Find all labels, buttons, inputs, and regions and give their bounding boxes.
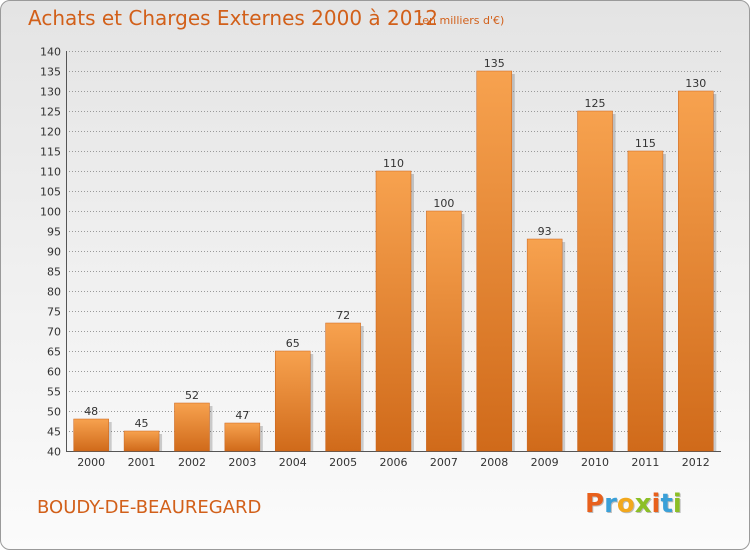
bar-2010 (577, 110, 613, 452)
x-tick-label: 2009 (531, 456, 559, 469)
y-tick-label: 140 (40, 46, 61, 59)
logo-letter: t (660, 489, 673, 519)
data-label: 47 (235, 409, 249, 422)
logo-letter: r (604, 489, 617, 519)
data-label: 115 (635, 137, 656, 150)
x-tick-label: 2006 (380, 456, 408, 469)
y-tick-label: 60 (47, 366, 61, 379)
x-tick-label: 2008 (480, 456, 508, 469)
y-axis-ticks: 40 45 50 55 60 65 70 75 80 85 90 95 100 105 110 115 120 1… (40, 46, 61, 459)
bar-2009 (526, 238, 563, 452)
chart-subtitle: (en milliers d'€) (418, 14, 505, 27)
y-tick-label: 115 (40, 146, 61, 159)
bar-2007 (426, 210, 462, 452)
y-tick-label: 130 (40, 86, 61, 99)
bar-2006 (375, 170, 412, 452)
data-labels: 48 45 52 47 65 72 110 100 135 93 125 115 130 (84, 57, 706, 430)
x-tick-label: 2012 (682, 456, 710, 469)
y-tick-label: 40 (47, 446, 61, 459)
bar-2002 (174, 402, 210, 452)
x-tick-label: 2003 (228, 456, 256, 469)
x-tick-label: 2000 (77, 456, 105, 469)
town-name: BOUDY-DE-BEAUREGARD (37, 497, 262, 518)
y-tick-label: 110 (40, 166, 61, 179)
bar-2001 (123, 430, 160, 452)
y-tick-label: 90 (47, 246, 61, 259)
y-tick-label: 55 (47, 386, 61, 399)
data-label: 52 (185, 389, 199, 402)
logo-letter: i (672, 489, 682, 519)
bar-2000 (73, 418, 109, 452)
data-label: 65 (286, 337, 300, 350)
y-tick-label: 50 (47, 406, 61, 419)
data-label: 125 (585, 97, 606, 110)
y-tick-label: 95 (47, 226, 61, 239)
x-tick-label: 2004 (279, 456, 307, 469)
logo-letter: o (616, 489, 635, 519)
y-tick-label: 45 (47, 426, 61, 439)
x-tick-label: 2007 (430, 456, 458, 469)
data-label: 48 (84, 405, 98, 418)
bar-2004 (274, 350, 311, 452)
x-tick-label: 2001 (128, 456, 156, 469)
y-tick-label: 75 (47, 306, 61, 319)
x-tick-label: 2002 (178, 456, 206, 469)
data-label: 45 (135, 417, 149, 430)
logo-letter: P (585, 489, 605, 519)
x-tick-label: 2010 (581, 456, 609, 469)
x-tick-label: 2011 (631, 456, 659, 469)
y-tick-label: 125 (40, 106, 61, 119)
bar-2008 (476, 70, 513, 452)
y-tick-label: 105 (40, 186, 61, 199)
y-tick-label: 65 (47, 346, 61, 359)
data-label: 72 (336, 309, 350, 322)
bars (73, 70, 717, 452)
x-tick-label: 2005 (329, 456, 357, 469)
chart-title: Achats et Charges Externes 2000 à 2012 (28, 6, 438, 30)
bar-2005 (325, 322, 361, 452)
data-label: 135 (484, 57, 505, 70)
bar-2003 (224, 422, 261, 452)
logo-letter: i (651, 489, 661, 519)
data-label: 100 (433, 197, 454, 210)
data-label: 130 (685, 77, 706, 90)
data-label: 93 (538, 225, 552, 238)
logo-letter: x (634, 489, 652, 519)
data-label: 110 (383, 157, 404, 170)
y-tick-label: 80 (47, 286, 61, 299)
y-tick-label: 85 (47, 266, 61, 279)
bar-2012 (678, 90, 714, 452)
y-tick-label: 100 (40, 206, 61, 219)
proxiti-logo: Proxiti (585, 489, 682, 519)
y-tick-label: 120 (40, 126, 61, 139)
bar-2011 (627, 150, 664, 452)
x-axis-ticks: 2000 2001 2002 2003 2004 2005 2006 2007 2008 2009… (77, 456, 710, 469)
y-tick-label: 135 (40, 66, 61, 79)
y-tick-label: 70 (47, 326, 61, 339)
